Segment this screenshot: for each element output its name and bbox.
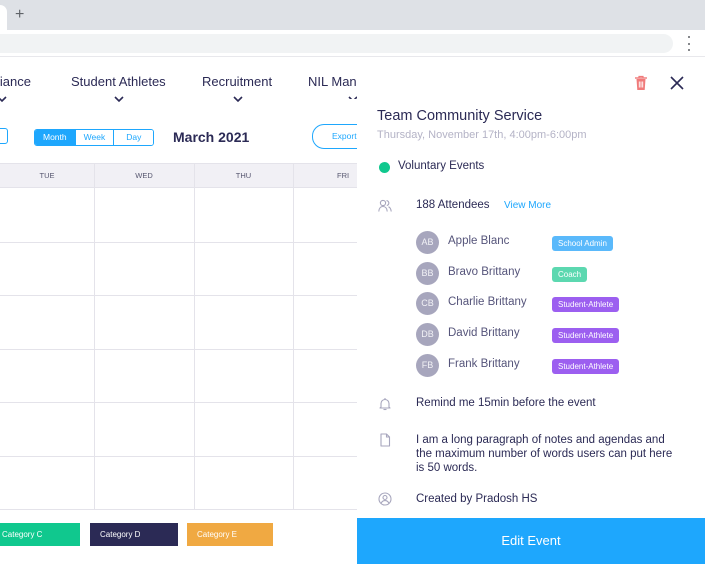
- day-header-tue: TUE: [39, 171, 55, 180]
- browser-tab-strip: +: [0, 0, 705, 30]
- nav-item-label: Student Athletes: [71, 74, 166, 89]
- calendar-nav-button[interactable]: [0, 128, 8, 144]
- day-header-wed: WED: [135, 171, 153, 180]
- nav-item-recruitment[interactable]: Recruitment: [202, 74, 273, 103]
- nav-item-label: Recruitment: [202, 74, 273, 89]
- attendee-name: Apple Blanc: [448, 235, 510, 247]
- chevron-down-icon: [233, 91, 243, 103]
- legend-category-c: Category C: [0, 523, 80, 546]
- role-badge: Student-Athlete: [552, 297, 620, 312]
- user-circle-icon: [378, 492, 392, 506]
- role-badge: Student-Athlete: [552, 359, 620, 374]
- view-week-button[interactable]: Week: [75, 130, 115, 145]
- kebab-icon[interactable]: [686, 36, 692, 51]
- event-datetime: Thursday, November 17th, 4:00pm-6:00pm: [377, 129, 587, 141]
- category-dot: [379, 162, 390, 173]
- users-icon: [378, 199, 392, 213]
- calendar-header: TUE WED THU FRI: [0, 163, 357, 188]
- event-category: Voluntary Events: [398, 160, 485, 172]
- avatar: DB: [416, 323, 439, 346]
- close-icon[interactable]: [670, 76, 684, 90]
- grid-line: [194, 163, 195, 510]
- edit-event-button[interactable]: Edit Event: [357, 518, 705, 564]
- nav-item-label: NIL Mana: [308, 74, 357, 89]
- grid-line: [0, 509, 357, 510]
- chevron-down-icon: [348, 91, 357, 99]
- attendee-name: Bravo Brittany: [448, 266, 521, 278]
- notes-text: I am a long paragraph of notes and agend…: [416, 434, 673, 474]
- avatar: AB: [416, 231, 439, 254]
- day-header-fri: FRI: [337, 171, 350, 180]
- browser-toolbar: [0, 30, 705, 57]
- avatar: FB: [416, 354, 439, 377]
- avatar: CB: [416, 292, 439, 315]
- event-title: Team Community Service: [377, 108, 543, 124]
- view-month-button[interactable]: Month: [35, 130, 76, 145]
- attendee-row: FB Frank Brittany Student-Athlete: [416, 354, 696, 378]
- grid-line: [0, 295, 357, 296]
- nav-item-compliance[interactable]: liance: [0, 74, 31, 103]
- reminder-text: Remind me 15min before the event: [416, 397, 596, 409]
- document-icon: [378, 433, 392, 447]
- app: liance Student Athletes Recruitment NIL …: [0, 58, 705, 564]
- chevron-down-icon: [114, 91, 124, 103]
- new-tab-icon[interactable]: +: [15, 6, 25, 23]
- view-day-button[interactable]: Day: [114, 130, 154, 145]
- attendee-count: 188 Attendees: [416, 199, 490, 211]
- event-detail-panel: Team Community Service Thursday, Novembe…: [357, 58, 705, 564]
- attendee-row: BB Bravo Brittany Coach: [416, 262, 696, 286]
- grid-line: [0, 402, 357, 403]
- role-badge: Coach: [552, 267, 588, 282]
- avatar: BB: [416, 262, 439, 285]
- legend-category-e: Category E: [187, 523, 273, 546]
- trash-icon[interactable]: [634, 75, 648, 91]
- grid-line: [0, 456, 357, 457]
- bell-icon: [378, 397, 392, 411]
- attendee-row: DB David Brittany Student-Athlete: [416, 323, 696, 347]
- day-header-thu: THU: [235, 171, 252, 180]
- grid-line: [94, 163, 95, 510]
- attendee-name: Charlie Brittany: [448, 296, 527, 308]
- attendee-name: David Brittany: [448, 327, 520, 339]
- attendee-row: CB Charlie Brittany Student-Athlete: [416, 292, 696, 316]
- nav-item-nil-management[interactable]: NIL Mana: [308, 74, 357, 99]
- address-bar[interactable]: [0, 34, 673, 53]
- nav-item-student-athletes[interactable]: Student Athletes: [71, 74, 166, 103]
- grid-line: [0, 349, 357, 350]
- nav-item-label: liance: [0, 74, 31, 89]
- attendee-name: Frank Brittany: [448, 358, 520, 370]
- grid-line: [0, 242, 357, 243]
- view-toggle: Month Week Day: [34, 129, 155, 146]
- month-title: March 2021: [173, 129, 250, 145]
- legend-category-d: Category D: [90, 523, 178, 546]
- calendar-grid: TUE WED THU FRI: [0, 163, 357, 510]
- attendee-row: AB Apple Blanc School Admin: [416, 231, 696, 255]
- role-badge: School Admin: [552, 236, 613, 251]
- browser-tab-active[interactable]: [0, 5, 7, 30]
- view-more-link[interactable]: View More: [504, 200, 552, 211]
- chevron-down-icon: [0, 91, 7, 103]
- created-by-text: Created by Pradosh HS: [416, 493, 538, 505]
- grid-line: [293, 163, 294, 510]
- role-badge: Student-Athlete: [552, 328, 620, 343]
